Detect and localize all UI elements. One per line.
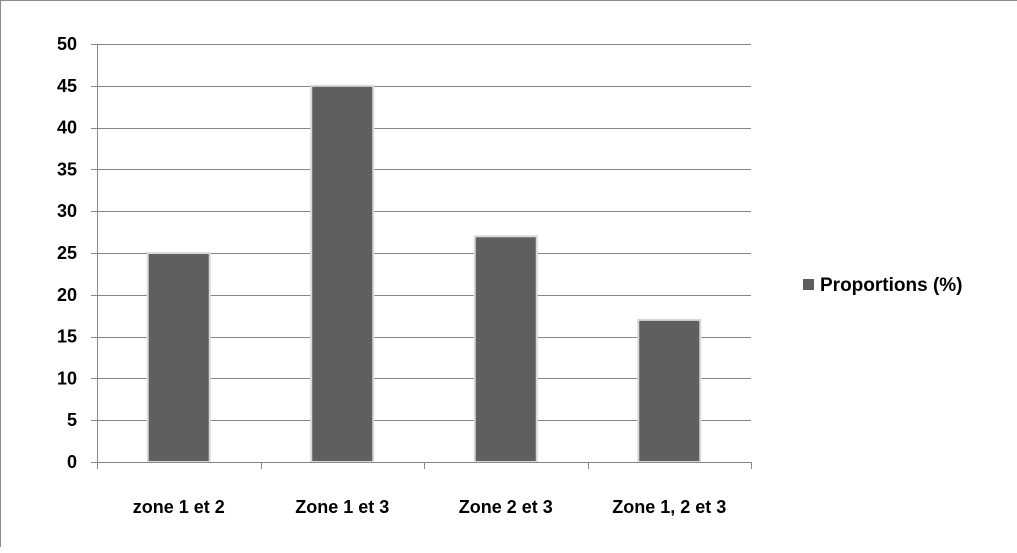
y-tick-label: 15 — [57, 327, 77, 347]
y-tick-label: 20 — [57, 285, 77, 305]
x-tick-label: Zone 1 et 3 — [295, 497, 389, 517]
y-tick-label: 40 — [57, 118, 77, 138]
y-tick-label: 45 — [57, 76, 77, 96]
x-tick-label: Zone 2 et 3 — [459, 497, 553, 517]
y-tick-label: 0 — [67, 452, 77, 472]
y-tick-label: 50 — [57, 34, 77, 54]
x-tick-labels: zone 1 et 2 Zone 1 et 3 Zone 2 et 3 Zone 1,… — [133, 497, 727, 517]
y-tick-labels: 0 5 10 15 20 25 30 35 40 45 50 — [57, 34, 77, 472]
x-tick-label: Zone 1, 2 et 3 — [612, 497, 726, 517]
y-tick-label: 35 — [57, 159, 77, 179]
y-tick-label: 30 — [57, 201, 77, 221]
legend-label: Proportions (%) — [820, 275, 963, 296]
y-tick-label: 25 — [57, 243, 77, 263]
bar — [146, 252, 211, 463]
x-tick-label: zone 1 et 2 — [133, 497, 225, 517]
bar — [473, 235, 538, 463]
y-tick-label: 5 — [67, 410, 77, 430]
legend-swatch — [803, 279, 814, 290]
bar — [310, 84, 375, 464]
axes — [91, 44, 752, 469]
bar — [637, 318, 702, 463]
bars — [146, 84, 702, 464]
y-tick-label: 10 — [57, 368, 77, 388]
legend: Proportions (%) — [803, 275, 963, 296]
